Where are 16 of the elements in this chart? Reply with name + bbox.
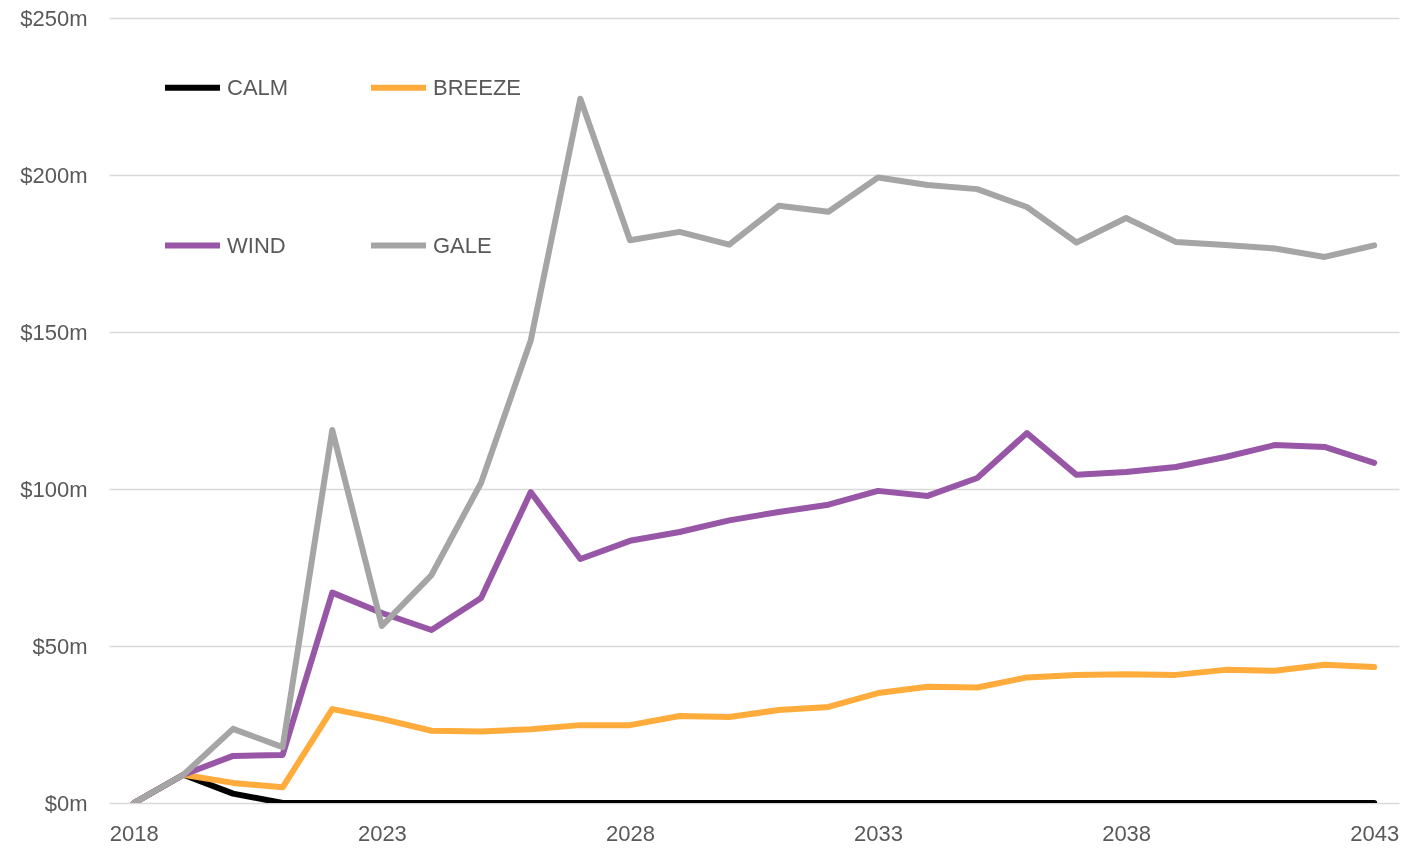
x-tick-label: 2018 [109, 820, 159, 846]
x-tick-label: 2043 [1350, 820, 1400, 846]
legend-label: BREEZE [433, 74, 522, 100]
x-tick-label: 2038 [1102, 820, 1152, 846]
y-tick-label: $50m [32, 633, 88, 659]
y-tick-label: $250m [20, 5, 88, 31]
x-tick-label: 2028 [605, 820, 655, 846]
y-tick-label: $100m [20, 476, 88, 502]
legend-label: GALE [433, 232, 492, 258]
x-tick-label: 2023 [357, 820, 407, 846]
y-tick-label: $150m [20, 319, 88, 345]
legend-label: CALM [227, 74, 289, 100]
x-tick-label: 2033 [854, 820, 904, 846]
legend-label: WIND [227, 232, 286, 258]
y-tick-label: $0m [44, 790, 88, 816]
y-tick-label: $200m [20, 162, 88, 188]
